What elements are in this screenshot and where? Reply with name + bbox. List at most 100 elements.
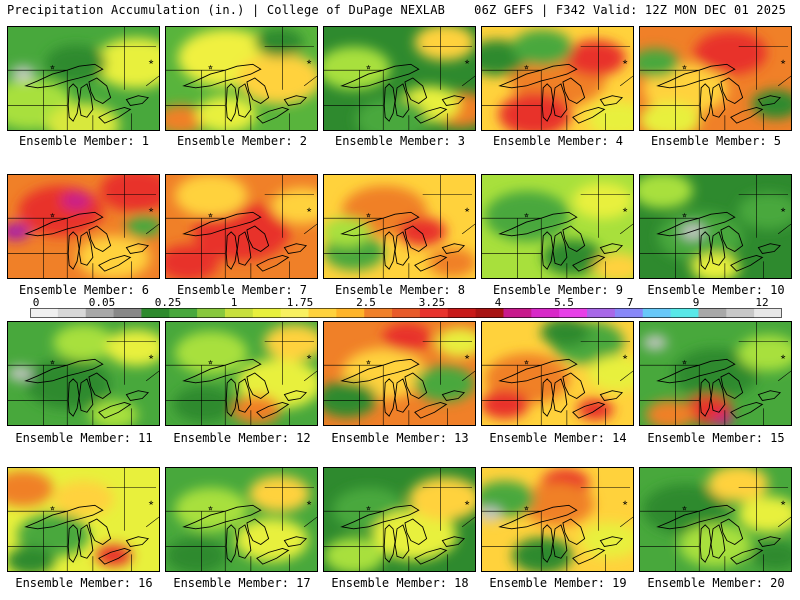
colorbar-swatch	[587, 308, 616, 318]
precip-field: ☆☆	[640, 175, 791, 278]
city-marker-icon: ☆	[682, 211, 686, 219]
precip-field: ☆☆	[166, 175, 317, 278]
precip-region	[235, 518, 308, 562]
great-lakes-outline	[24, 63, 150, 124]
state-boundaries	[166, 322, 317, 425]
colorbar-swatch	[336, 308, 365, 318]
precip-region	[77, 235, 150, 278]
city-marker-icon: ☆	[682, 504, 686, 512]
city-marker-icon: ☆	[149, 498, 153, 506]
state-boundaries	[324, 175, 475, 278]
precip-region	[643, 335, 668, 350]
precip-region	[580, 522, 633, 559]
ensemble-member-caption: Ensemble Member: 18	[331, 576, 469, 590]
header-title: Precipitation Accumulation (in.) | Colle…	[7, 3, 446, 17]
city-marker-icon: ☆	[524, 504, 528, 512]
header-valid-time: 06Z GEFS | F342 Valid: 12Z MON DEC 01 20…	[474, 3, 786, 17]
precip-region	[738, 496, 791, 533]
great-lakes-outline	[656, 358, 782, 419]
precip-region	[694, 31, 767, 75]
colorbar-tick-label: 4	[494, 296, 502, 309]
precip-region	[680, 224, 705, 239]
colorbar-swatch	[447, 308, 477, 318]
precip-region	[264, 324, 317, 361]
city-marker-icon: ☆	[149, 352, 153, 360]
ensemble-member-caption: Ensemble Member: 10	[647, 283, 785, 297]
ensemble-member-caption: Ensemble Member: 8	[334, 283, 466, 297]
precip-field: ☆☆	[166, 322, 317, 425]
ensemble-member-caption: Ensemble Member: 19	[489, 576, 627, 590]
colorbar-swatch	[642, 308, 672, 318]
precip-region	[572, 182, 633, 219]
colorbar-swatch	[30, 308, 59, 318]
precip-region	[738, 193, 791, 230]
precip-region	[11, 66, 36, 81]
colorbar-swatch	[113, 308, 142, 318]
precip-region	[166, 537, 227, 571]
city-marker-icon: ☆	[307, 498, 311, 506]
precip-region	[372, 509, 457, 561]
ensemble-member-map: ☆ ☆	[165, 174, 318, 279]
colorbar-swatch	[614, 308, 644, 318]
city-marker-icon: ☆	[465, 498, 469, 506]
ensemble-member-map: ☆ ☆	[7, 26, 160, 131]
precip-region	[94, 37, 159, 89]
city-marker-icon: ☆	[208, 358, 212, 366]
ensemble-member-caption: Ensemble Member: 1	[18, 134, 150, 148]
colorbar-swatch	[141, 308, 170, 318]
city-marker-icon: ☆	[524, 211, 528, 219]
colorbar-swatch	[308, 308, 337, 318]
colorbar-swatch	[57, 308, 87, 318]
colorbar-swatch	[726, 308, 755, 318]
great-lakes-outline	[656, 211, 782, 272]
ensemble-member-map: ☆ ☆	[639, 26, 792, 131]
colorbar-tick-label: 3.25	[418, 296, 446, 309]
precip-region	[53, 324, 114, 361]
precip-field: ☆☆	[324, 322, 475, 425]
great-lakes-outline	[182, 358, 308, 419]
city-marker-icon: ☆	[682, 63, 686, 71]
great-lakes-outline	[340, 63, 466, 124]
ensemble-member-map: ☆ ☆	[639, 467, 792, 572]
city-marker-icon: ☆	[208, 504, 212, 512]
precip-region	[577, 398, 614, 421]
ensemble-member-map: ☆ ☆	[323, 174, 476, 279]
precip-region	[61, 192, 91, 210]
city-marker-icon: ☆	[208, 63, 212, 71]
ensemble-member-caption: Ensemble Member: 7	[176, 283, 308, 297]
precip-region	[324, 537, 385, 571]
city-marker-icon: ☆	[307, 57, 311, 65]
precip-region	[679, 523, 752, 567]
city-marker-icon: ☆	[623, 498, 627, 506]
precip-region	[587, 101, 633, 130]
state-boundaries	[324, 468, 475, 571]
colorbar-tick-label: 1.75	[286, 296, 314, 309]
colorbar-swatch	[85, 308, 115, 318]
state-boundaries	[640, 27, 791, 130]
precip-region	[271, 187, 317, 224]
precip-region	[542, 239, 603, 276]
colorbar-swatch	[503, 308, 532, 318]
precipitation-colorbar	[30, 308, 782, 318]
ensemble-member-caption: Ensemble Member: 9	[492, 283, 624, 297]
city-marker-icon: ☆	[781, 498, 785, 506]
colorbar-tick-label: 0.05	[88, 296, 116, 309]
precip-region	[236, 53, 317, 104]
precip-region	[355, 98, 429, 130]
precip-field: ☆☆	[640, 27, 791, 130]
ensemble-member-caption: Ensemble Member: 11	[15, 431, 153, 445]
city-marker-icon: ☆	[366, 358, 370, 366]
precip-region	[738, 334, 791, 371]
precip-field: ☆☆	[482, 322, 633, 425]
precip-field: ☆☆	[324, 175, 475, 278]
precip-region	[643, 483, 728, 535]
ensemble-member-map: ☆ ☆	[323, 26, 476, 131]
state-boundaries	[640, 468, 791, 571]
precip-region	[482, 389, 529, 419]
city-marker-icon: ☆	[149, 57, 153, 65]
precip-field: ☆☆	[324, 468, 475, 571]
precip-field: ☆☆	[482, 468, 633, 571]
city-marker-icon: ☆	[623, 57, 627, 65]
precip-region	[414, 27, 475, 61]
state-boundaries	[166, 175, 317, 278]
